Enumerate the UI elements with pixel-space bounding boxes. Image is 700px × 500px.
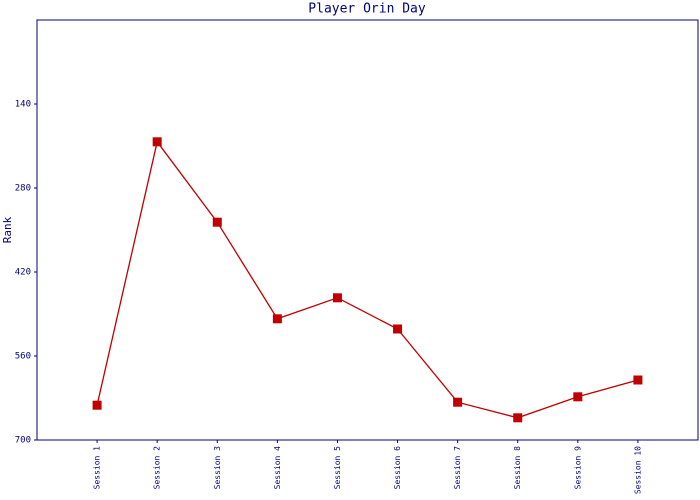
data-point bbox=[513, 413, 523, 423]
x-tick-label: Session 7 bbox=[453, 446, 462, 490]
y-tick-label: 280 bbox=[15, 184, 31, 194]
plot-frame bbox=[36, 19, 699, 441]
x-tick-label: Session 1 bbox=[93, 446, 102, 490]
data-point bbox=[393, 324, 403, 334]
y-tick-label: 700 bbox=[15, 436, 31, 446]
data-point bbox=[633, 375, 643, 385]
x-tick-label: Session 9 bbox=[573, 446, 582, 490]
y-axis-label: Rank bbox=[1, 216, 14, 243]
x-tick-label: Session 2 bbox=[153, 446, 162, 490]
x-tick-label: Session 4 bbox=[273, 446, 282, 490]
data-point bbox=[453, 397, 463, 407]
x-tick-label: Session 10 bbox=[633, 446, 642, 494]
chart-title: Player Orin Day bbox=[308, 2, 426, 17]
data-point bbox=[92, 400, 102, 410]
x-tick-label: Session 5 bbox=[333, 446, 342, 490]
data-point bbox=[573, 392, 583, 402]
y-tick-label: 140 bbox=[15, 100, 31, 110]
y-tick-label: 420 bbox=[15, 268, 31, 278]
data-point bbox=[332, 293, 342, 303]
y-tick-label: 560 bbox=[15, 352, 31, 362]
data-point bbox=[152, 137, 162, 147]
x-tick-label: Session 8 bbox=[513, 446, 522, 490]
x-tick-label: Session 6 bbox=[393, 446, 402, 490]
data-point bbox=[272, 314, 282, 324]
x-tick-label: Session 3 bbox=[213, 446, 222, 490]
data-point bbox=[212, 217, 222, 227]
series-line bbox=[96, 140, 639, 419]
